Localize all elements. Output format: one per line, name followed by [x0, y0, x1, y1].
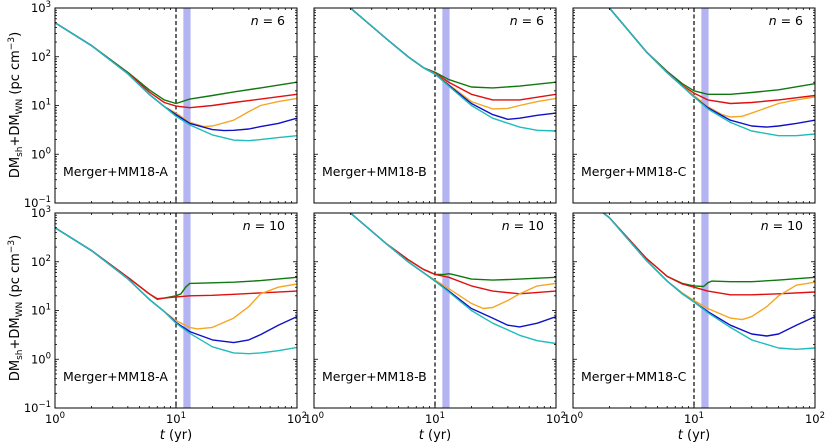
series-group — [608, 8, 815, 137]
model-label: Merger+MM18-C — [581, 164, 687, 179]
model-label: Merger+MM18-B — [322, 369, 427, 384]
series-line-green — [55, 227, 297, 300]
series-line-red — [55, 227, 297, 300]
y-tick-label: 100 — [31, 351, 51, 366]
model-label: Merger+MM18-A — [63, 164, 168, 179]
n-label: n = 6 — [251, 13, 285, 28]
n-label: n = 10 — [243, 218, 285, 233]
series-group — [349, 213, 556, 345]
shaded-band — [183, 213, 191, 408]
x-axis-label: t (yr) — [160, 428, 192, 442]
x-tick-label: 102 — [805, 411, 825, 426]
y-tick-label: 101 — [31, 303, 51, 318]
n-label: n = 10 — [761, 218, 803, 233]
x-tick-label: 102 — [287, 411, 307, 426]
shaded-band — [183, 8, 191, 203]
n-label: n = 6 — [769, 13, 803, 28]
n-label: n = 10 — [502, 218, 544, 233]
series-group — [55, 227, 297, 355]
y-tick-label: 102 — [31, 49, 51, 64]
y-tick-label: 102 — [31, 254, 51, 269]
series-group — [349, 8, 556, 132]
panel-3: n = 6 Merger+MM18-C — [572, 7, 816, 204]
y-axis-label-top: DMsh+DMWN (pc cm−3) — [7, 32, 25, 178]
x-tick-label: 101 — [425, 411, 445, 426]
y-tick-label: 100 — [31, 146, 51, 161]
y-axis-label-bottom: DMsh+DMWN (pc cm−3) — [7, 235, 25, 381]
x-tick-label: 101 — [166, 411, 186, 426]
y-tick-label: 103 — [31, 205, 51, 220]
series-line-cyan — [349, 213, 556, 345]
panel-5: 100 101 102 t (yr) n = 10 Merger+MM18-B — [304, 212, 566, 442]
model-label: Merger+MM18-B — [322, 164, 427, 179]
series-line-cyan — [602, 213, 815, 350]
x-tick-label: 102 — [546, 411, 566, 426]
shaded-band — [442, 213, 450, 408]
y-tick-label: 10−1 — [24, 195, 51, 210]
x-tick-label: 100 — [304, 411, 324, 426]
series-line-cyan — [608, 8, 815, 137]
x-axis-label: t (yr) — [678, 428, 710, 442]
x-tick-label: 100 — [45, 411, 65, 426]
panel-6: 100 101 102 t (yr) n = 10 Merger+MM18-C — [563, 212, 825, 442]
model-label: Merger+MM18-A — [63, 369, 168, 384]
series-line-cyan — [349, 8, 556, 132]
n-label: n = 6 — [510, 13, 544, 28]
model-label: Merger+MM18-C — [581, 369, 687, 384]
series-line-cyan — [55, 22, 297, 142]
x-tick-label: 100 — [563, 411, 583, 426]
panel-2: n = 6 Merger+MM18-B — [313, 7, 557, 204]
series-group — [55, 22, 297, 142]
series-line-red — [602, 213, 815, 296]
panel-1: 10−1 100 101 102 103 n = 6 Merger+MM18-A — [24, 0, 298, 210]
series-line-cyan — [55, 227, 297, 355]
y-tick-label: 101 — [31, 98, 51, 113]
x-tick-label: 101 — [684, 411, 704, 426]
series-group — [602, 213, 815, 350]
x-axis-label: t (yr) — [419, 428, 451, 442]
y-tick-label: 103 — [31, 0, 51, 15]
shaded-band — [442, 8, 450, 203]
y-tick-label: 10−1 — [24, 400, 51, 415]
